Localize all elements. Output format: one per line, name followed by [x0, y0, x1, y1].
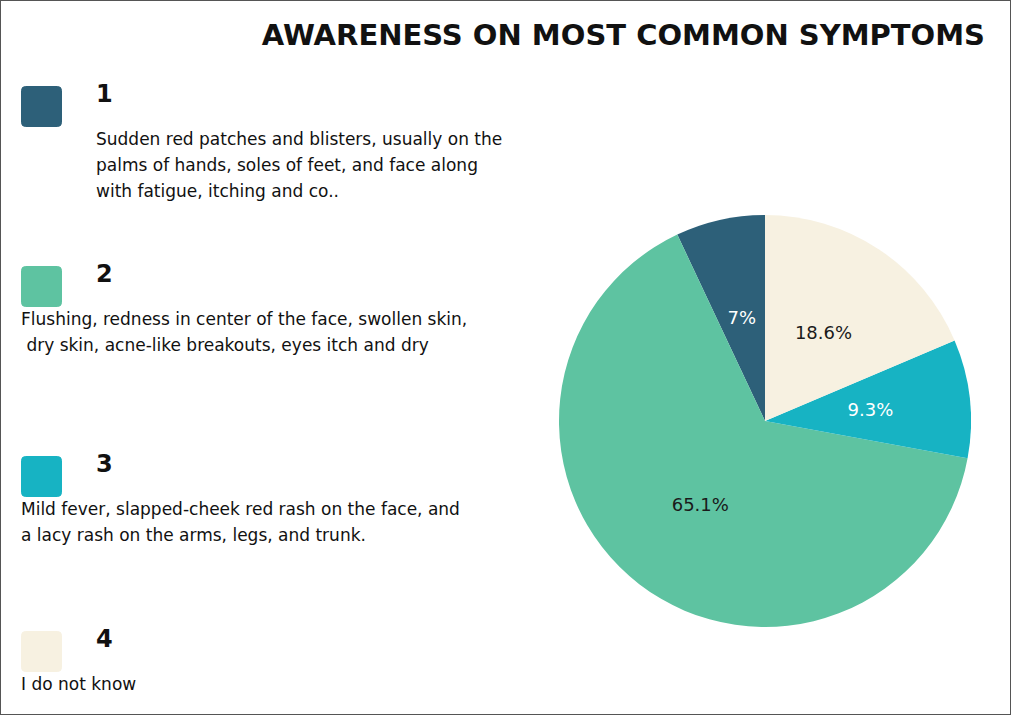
- svg-text:3: 3: [96, 450, 113, 478]
- svg-text:palms of hands, soles of feet,: palms of hands, soles of feet, and face …: [96, 155, 483, 175]
- svg-text:I do not know: I do not know: [21, 674, 136, 694]
- svg-text:18.6%: 18.6%: [795, 322, 852, 343]
- svg-text:Mild fever, slapped-cheek red: Mild fever, slapped-cheek red rash on th…: [21, 499, 465, 519]
- svg-text:Flushing, redness in center of: Flushing, redness in center of the face,…: [21, 309, 467, 329]
- svg-text:Sudden red patches and blister: Sudden red patches and blisters, usually…: [96, 129, 508, 149]
- svg-text:7%: 7%: [728, 307, 757, 328]
- svg-text:1: 1: [96, 80, 113, 108]
- svg-text:2: 2: [96, 260, 113, 288]
- svg-text:dry skin, acne-like breakouts,: dry skin, acne-like breakouts, eyes itch…: [21, 335, 429, 355]
- svg-text:4: 4: [96, 625, 113, 653]
- svg-text:with fatigue, itching and co..: with fatigue, itching and co..: [96, 181, 339, 201]
- svg-text:a lacy rash on the arms, legs,: a lacy rash on the arms, legs, and trunk…: [21, 525, 366, 545]
- svg-text:65.1%: 65.1%: [672, 494, 729, 515]
- svg-text:9.3%: 9.3%: [847, 399, 893, 420]
- svg-text:AWARENESS ON MOST COMMON SYMPT: AWARENESS ON MOST COMMON SYMPTOMS: [262, 18, 985, 52]
